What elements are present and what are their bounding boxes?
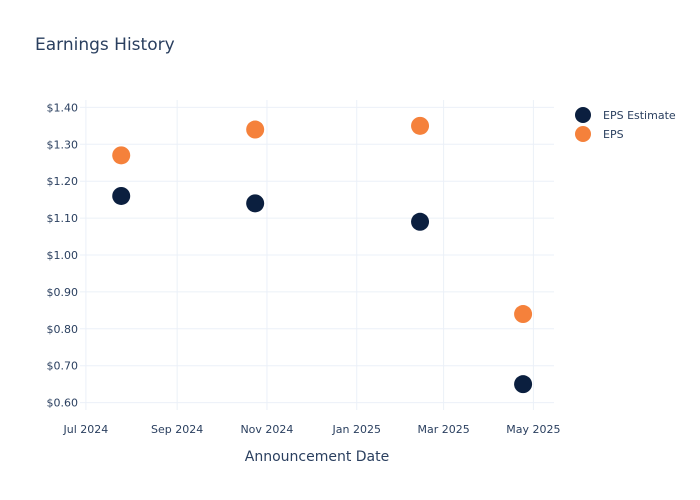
- legend: EPS Estimate EPS: [575, 107, 676, 142]
- series-eps-estimate: [112, 186, 533, 394]
- data-point[interactable]: [411, 116, 430, 135]
- chart-title: Earnings History: [35, 35, 175, 55]
- x-tick-label: May 2025: [506, 423, 560, 436]
- legend-marker: [575, 126, 591, 142]
- y-tick-label: $0.80: [47, 323, 79, 336]
- legend-marker: [575, 107, 591, 123]
- y-tick-label: $1.10: [47, 212, 79, 225]
- y-tick-label: $0.60: [47, 397, 79, 410]
- y-tick-label: $0.70: [47, 360, 79, 373]
- grid: [80, 100, 554, 410]
- x-axis: Jul 2024 Sep 2024 Nov 2024 Jan 2025 Mar 2025…: [63, 423, 561, 436]
- legend-item[interactable]: EPS Estimate: [575, 107, 676, 123]
- x-tick-label: Jan 2025: [332, 423, 381, 436]
- y-tick-label: $1.30: [47, 138, 79, 151]
- x-tick-label: Jul 2024: [63, 423, 109, 436]
- y-tick-label: $1.20: [47, 175, 79, 188]
- y-axis: $0.60 $0.70 $0.80 $0.90 $1.00 $1.10 $1.20 $1.30…: [47, 101, 79, 409]
- x-tick-label: Nov 2024: [240, 423, 293, 436]
- legend-label: EPS Estimate: [603, 109, 676, 122]
- data-point[interactable]: [112, 146, 131, 165]
- series-eps: [112, 116, 533, 324]
- data-point[interactable]: [246, 194, 265, 213]
- data-point[interactable]: [246, 120, 265, 139]
- legend-label: EPS: [603, 128, 624, 141]
- x-tick-label: Mar 2025: [417, 423, 469, 436]
- y-tick-label: $0.90: [47, 286, 79, 299]
- y-tick-label: $1.00: [47, 249, 79, 262]
- x-axis-title: Announcement Date: [245, 449, 389, 465]
- y-tick-label: $1.40: [47, 101, 79, 114]
- x-tick-label: Sep 2024: [151, 423, 203, 436]
- data-point[interactable]: [514, 375, 533, 394]
- data-point[interactable]: [112, 186, 131, 205]
- data-points: [112, 116, 533, 394]
- data-point[interactable]: [514, 305, 533, 324]
- legend-item[interactable]: EPS: [575, 126, 624, 142]
- data-point[interactable]: [411, 212, 430, 231]
